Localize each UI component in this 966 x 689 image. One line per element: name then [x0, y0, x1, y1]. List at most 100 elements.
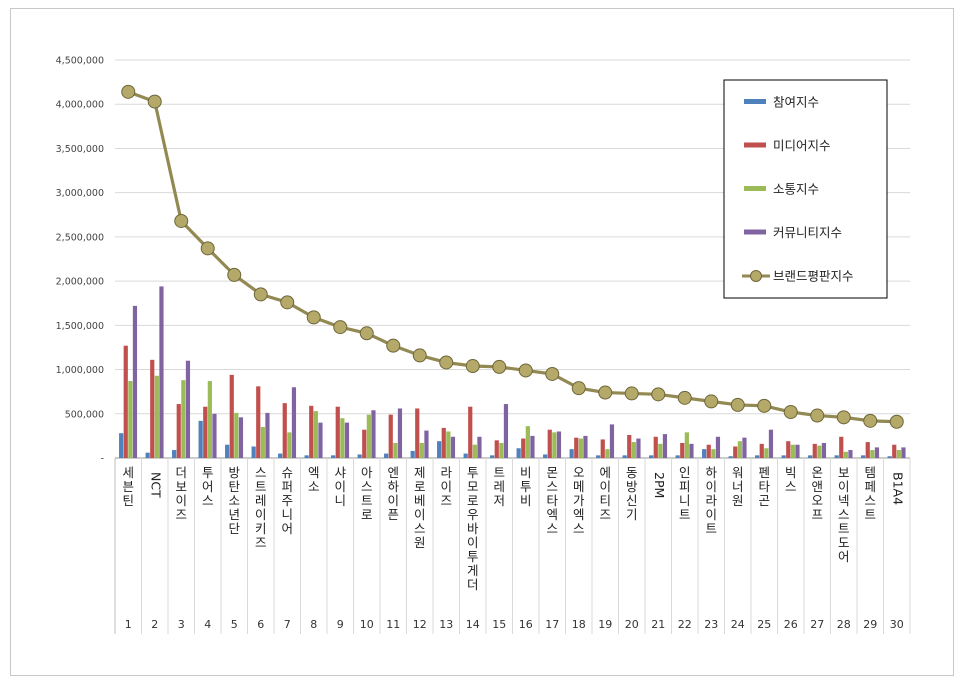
bar-1-18: [569, 449, 574, 458]
rank-label: 1: [125, 618, 132, 631]
bar-3-9: [340, 418, 345, 458]
bar-1-27: [808, 455, 813, 458]
bar-1-1: [119, 433, 124, 458]
bar-4-7: [291, 387, 297, 458]
line-point: [333, 320, 348, 335]
rank-label: 27: [810, 618, 824, 631]
line-point: [651, 387, 666, 402]
bar-3-19: [605, 449, 610, 458]
bar-2-11: [388, 414, 393, 458]
bar-4-24: [742, 437, 747, 458]
bar-4-28: [848, 450, 853, 458]
bar-3-30: [896, 450, 901, 458]
rank-label: 19: [598, 618, 612, 631]
bar-3-16: [525, 426, 530, 458]
bar-3-23: [711, 449, 716, 458]
bar-2-10: [362, 429, 367, 458]
bar-3-21: [658, 443, 663, 458]
bar-3-2: [154, 375, 159, 458]
bar-2-9: [335, 406, 340, 458]
line-point: [121, 84, 136, 99]
y-tick-label: 500,000: [65, 409, 104, 420]
bar-2-28: [839, 436, 844, 458]
bar-2-4: [203, 406, 208, 458]
y-tick-label: 1,500,000: [56, 321, 104, 332]
bar-1-11: [384, 453, 389, 458]
bar-3-26: [790, 444, 795, 458]
rank-label: 18: [572, 618, 586, 631]
rank-label: 29: [863, 618, 877, 631]
bar-1-19: [596, 455, 601, 458]
bar-3-3: [181, 380, 186, 458]
bar-2-16: [521, 438, 526, 458]
bar-1-25: [755, 455, 760, 458]
category-label: 2PM: [652, 472, 667, 498]
rank-label: 6: [257, 618, 264, 631]
bar-3-17: [552, 432, 557, 458]
bar-2-18: [574, 437, 579, 458]
y-tick-label: 2,000,000: [56, 277, 104, 288]
rank-label: 23: [704, 618, 718, 631]
bar-2-1: [123, 345, 128, 458]
bar-2-8: [309, 405, 314, 458]
bar-2-30: [892, 444, 897, 458]
line-point: [492, 359, 507, 374]
rank-label: 20: [625, 618, 639, 631]
bar-3-8: [313, 411, 318, 458]
bar-4-25: [768, 429, 774, 458]
line-point: [200, 241, 215, 256]
bar-4-16: [530, 435, 535, 458]
line-point: [889, 414, 904, 429]
legend-label: 브랜드평판지수: [773, 269, 854, 284]
bar-3-6: [260, 427, 265, 458]
bar-4-23: [715, 436, 721, 458]
rank-label: 16: [519, 618, 533, 631]
bar-4-2: [159, 286, 164, 458]
legend-marker: [750, 270, 762, 282]
bar-1-13: [437, 441, 442, 458]
bar-4-29: [874, 447, 880, 458]
bar-1-30: [887, 456, 892, 458]
line-point: [677, 390, 692, 405]
legend-label: 미디어지수: [773, 138, 831, 153]
bar-1-4: [198, 420, 203, 458]
line-point: [386, 338, 401, 353]
line-point: [730, 397, 745, 412]
bar-3-25: [764, 448, 769, 458]
bar-2-3: [176, 404, 181, 458]
bar-2-14: [468, 406, 473, 458]
bar-4-17: [556, 431, 562, 458]
x-axis-labels: 세 븐 틴 1 NCT 2 더 보 이 즈 3 투 어 스 4 방 탄 소 년 단 5 스 트 레 이 키 즈 6 슈 퍼 주 니 어 7 엑 소 8 샤…: [114, 458, 911, 634]
bar-4-13: [450, 436, 456, 458]
bar-4-1: [132, 305, 138, 458]
bar-2-22: [680, 442, 685, 458]
rank-label: 25: [757, 618, 771, 631]
bar-2-2: [150, 359, 155, 458]
bar-4-5: [238, 417, 244, 458]
rank-label: 10: [360, 618, 374, 631]
bar-1-9: [331, 455, 336, 458]
y-tick-label: 4,500,000: [56, 56, 104, 67]
bar-3-7: [287, 432, 292, 458]
bar-2-15: [494, 440, 499, 458]
line-point: [571, 381, 586, 396]
bar-3-22: [684, 432, 689, 458]
bar-3-24: [737, 441, 742, 458]
bar-4-6: [265, 412, 270, 458]
bar-1-15: [490, 455, 495, 458]
line-point: [704, 394, 719, 409]
bar-2-26: [786, 441, 791, 458]
bar-1-14: [463, 453, 468, 458]
bar-3-20: [631, 442, 636, 458]
line-point: [783, 405, 798, 420]
